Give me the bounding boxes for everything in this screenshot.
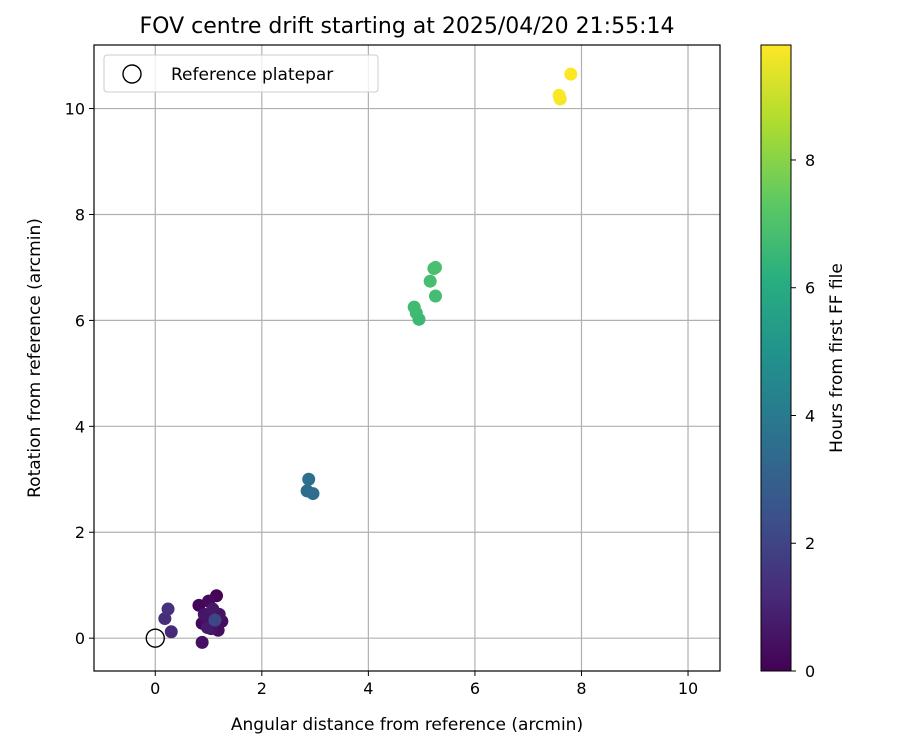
plot-area bbox=[94, 45, 720, 671]
data-points bbox=[158, 67, 578, 649]
y-tick-label: 10 bbox=[65, 100, 85, 119]
data-point bbox=[429, 289, 443, 303]
data-point bbox=[302, 472, 316, 486]
plot-frame bbox=[93, 44, 721, 672]
data-point bbox=[306, 487, 320, 501]
x-tick-label: 4 bbox=[363, 679, 373, 698]
colorbar-tick-label: 6 bbox=[805, 279, 815, 298]
colorbar-label: Hours from first FF file bbox=[827, 263, 847, 453]
legend: Reference platepar bbox=[103, 54, 379, 93]
x-tick-label: 2 bbox=[257, 679, 267, 698]
colorbar-tick-label: 4 bbox=[805, 406, 815, 425]
y-axis-ticks: 0 2 4 6 8 10 bbox=[65, 100, 94, 648]
x-tick-label: 0 bbox=[150, 679, 160, 698]
colorbar-ticks: 0 2 4 6 8 bbox=[791, 151, 815, 681]
data-point bbox=[423, 274, 437, 288]
y-tick-label: 8 bbox=[75, 205, 85, 224]
data-point bbox=[407, 300, 421, 314]
y-axis-label: Rotation from reference (arcmin) bbox=[25, 218, 45, 498]
reference-marker-layer bbox=[145, 628, 165, 648]
data-point bbox=[206, 602, 220, 616]
y-tick-label: 6 bbox=[75, 311, 85, 330]
data-point bbox=[552, 88, 566, 102]
chart-title: FOV centre drift starting at 2025/04/20 … bbox=[140, 14, 675, 39]
legend-box bbox=[103, 54, 379, 93]
y-tick-label: 2 bbox=[75, 523, 85, 542]
data-point bbox=[564, 67, 578, 81]
data-point bbox=[208, 613, 222, 627]
grid-lines bbox=[94, 45, 720, 671]
y-tick-label: 4 bbox=[75, 417, 85, 436]
x-tick-label: 10 bbox=[678, 679, 698, 698]
x-axis-label: Angular distance from reference (arcmin) bbox=[231, 715, 583, 735]
x-tick-label: 8 bbox=[576, 679, 586, 698]
reference-platepar-marker bbox=[145, 628, 165, 648]
colorbar: 0 2 4 6 8 Hours from first FF file bbox=[760, 44, 847, 681]
data-point bbox=[195, 635, 209, 649]
legend-entry-label: Reference platepar bbox=[171, 65, 333, 85]
x-axis-ticks: 0 2 4 6 8 10 bbox=[150, 671, 698, 698]
legend-marker-open-circle bbox=[122, 64, 142, 84]
colorbar-tick-label: 2 bbox=[805, 534, 815, 553]
data-point bbox=[161, 602, 175, 616]
data-point bbox=[429, 260, 443, 274]
x-tick-label: 6 bbox=[470, 679, 480, 698]
data-point bbox=[164, 625, 178, 639]
y-tick-label: 0 bbox=[75, 629, 85, 648]
colorbar-tick-label: 8 bbox=[805, 151, 815, 170]
colorbar-gradient bbox=[760, 44, 792, 672]
colorbar-tick-label: 0 bbox=[805, 662, 815, 681]
